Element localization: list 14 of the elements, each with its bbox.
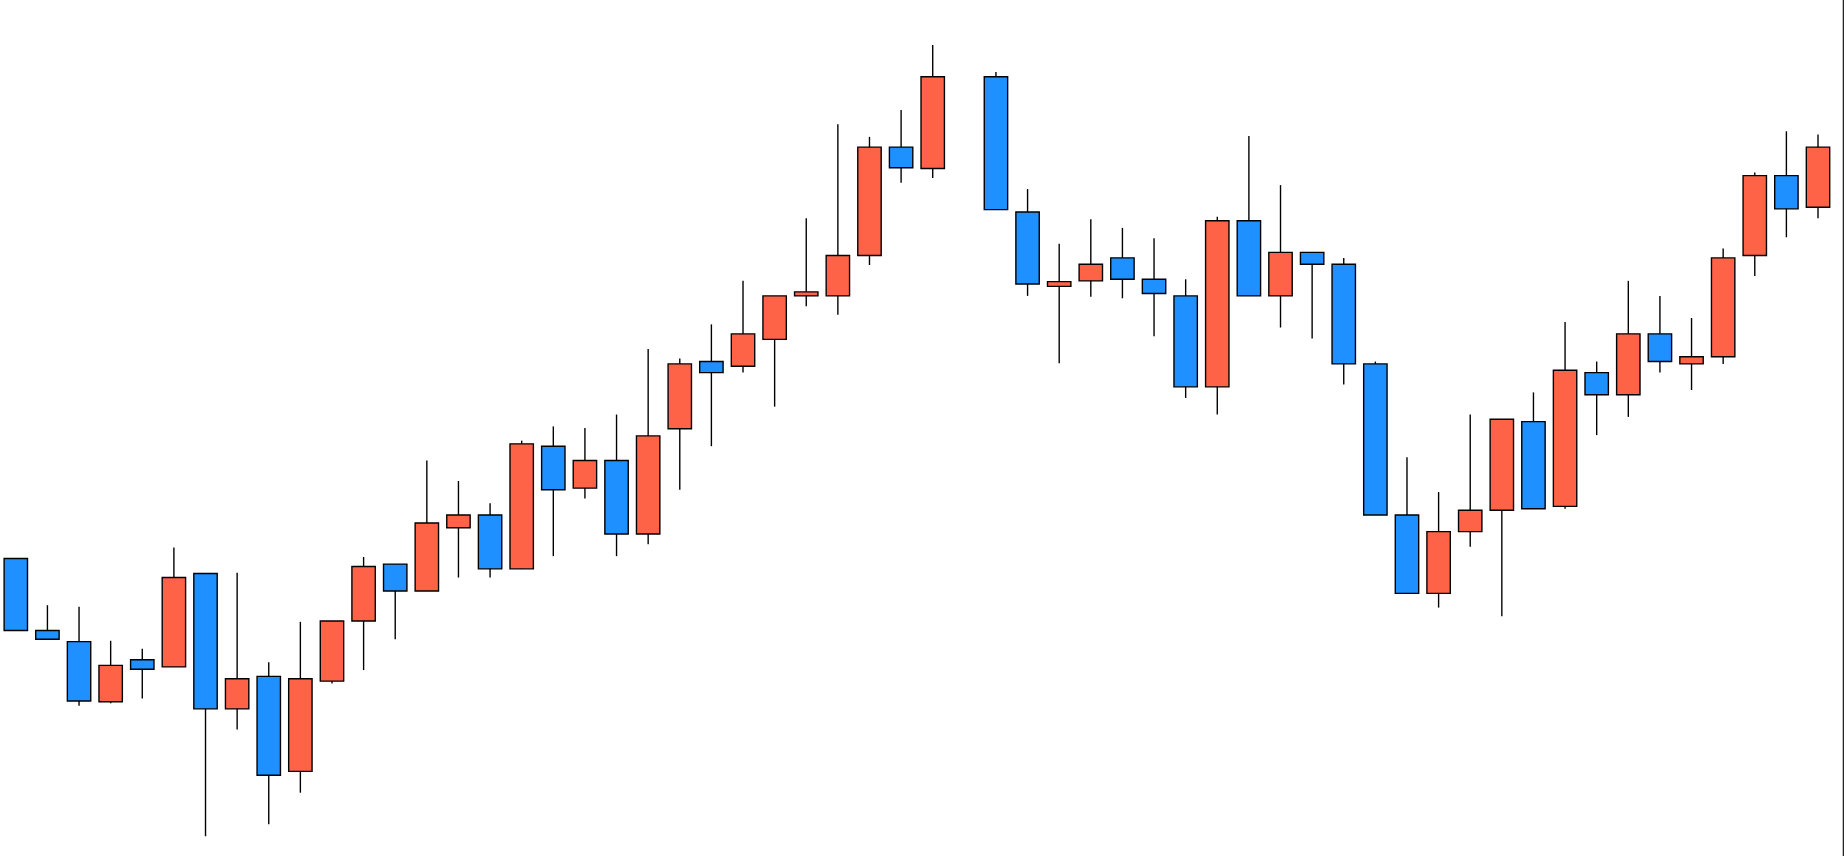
candlestick — [888, 109, 914, 184]
candlestick — [793, 217, 819, 307]
candlestick — [1046, 242, 1072, 364]
candlestick — [1110, 227, 1135, 299]
candlestick — [1078, 218, 1104, 298]
candlestick — [1584, 360, 1610, 436]
candlestick — [446, 480, 471, 579]
candlestick — [35, 604, 60, 640]
candlestick — [1457, 413, 1483, 548]
candlestick — [129, 648, 155, 700]
candlestick — [699, 323, 724, 447]
candlestick — [1679, 317, 1704, 391]
candlestick — [1141, 237, 1167, 337]
candlestick — [1299, 251, 1325, 340]
